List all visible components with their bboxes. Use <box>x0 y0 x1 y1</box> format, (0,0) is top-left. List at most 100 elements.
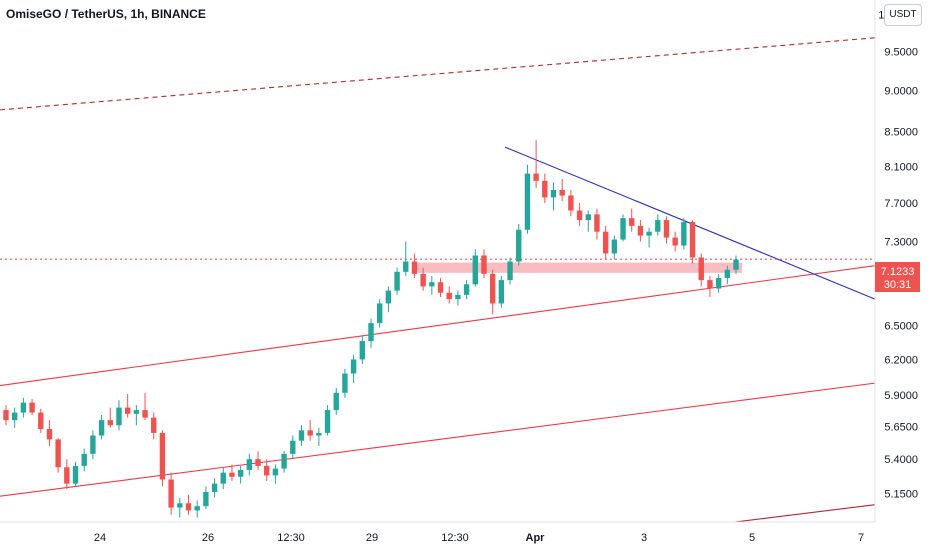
candle-body-down <box>602 231 609 254</box>
candle-body-up <box>272 468 279 476</box>
candle-body-up <box>681 222 687 246</box>
candle-body-up <box>203 492 209 507</box>
support-zone-rect <box>413 262 742 273</box>
candle-body-up <box>324 410 331 433</box>
candle-body-down <box>446 292 452 300</box>
candle-body-up <box>455 294 461 300</box>
candle-body-down <box>559 189 565 196</box>
candle-body-down <box>437 282 444 293</box>
candle-body-up <box>498 280 505 304</box>
candle-body-down <box>142 410 148 418</box>
candle-body-down <box>689 222 696 258</box>
plot-area[interactable] <box>0 0 875 522</box>
channel-lower-line <box>0 382 876 497</box>
time-axis-tick-label: Apr <box>526 532 546 544</box>
current-price-value: 7.1233 <box>881 266 915 278</box>
candle-body-up <box>403 261 409 272</box>
candle-body-up <box>733 259 739 270</box>
candle-body-up <box>724 269 731 279</box>
candle-body-up <box>290 440 296 454</box>
price-axis-tick-label: 6.2000 <box>884 354 918 366</box>
candle-body-up <box>394 271 400 291</box>
candle-body-down <box>533 173 539 181</box>
candle-body-down <box>637 225 644 236</box>
candle-body-down <box>38 412 44 430</box>
support-zone-layer <box>413 262 742 273</box>
candle-body-down <box>672 237 678 246</box>
candle-body-up <box>11 412 18 421</box>
bottom-channel-line <box>734 504 876 523</box>
candle-body-up <box>20 402 27 413</box>
price-axis-tick-label: 9.5000 <box>884 46 918 58</box>
candle-body-up <box>507 261 513 281</box>
candle-body-down <box>420 273 426 287</box>
candle-body-down <box>489 273 496 304</box>
candle-body-up <box>516 229 522 262</box>
candle-body-down <box>568 195 574 211</box>
time-axis[interactable]: 24 26 12:30 29 12:30 Apr 3 5 7 <box>94 532 864 544</box>
candle-body-down <box>264 465 270 476</box>
candle-body-up <box>376 303 383 324</box>
candle-body-up <box>246 459 253 470</box>
candles-layer <box>3 140 739 518</box>
candle-body-up <box>655 220 661 232</box>
price-axis-tick-label: 5.1500 <box>884 488 918 500</box>
candle-body-up <box>177 503 183 508</box>
candle-body-up <box>281 453 287 469</box>
candle-body-down <box>307 430 313 436</box>
candle-body-down <box>481 255 487 274</box>
price-axis-tick-label: 6.5000 <box>884 320 918 332</box>
time-axis-tick-label: 7 <box>858 532 864 544</box>
candle-body-up <box>585 214 591 221</box>
candle-body-down <box>151 417 157 433</box>
price-axis-tick-label: 9.0000 <box>884 85 918 97</box>
chart-title: OmiseGO / TetherUS, 1h, BINANCE <box>6 7 206 21</box>
price-axis[interactable]: 10.00009.50009.00008.50008.10007.70007.3… <box>878 9 918 500</box>
price-axis-tick-label: 8.1000 <box>884 161 918 173</box>
candle-body-down <box>542 180 548 198</box>
candle-body-up <box>620 218 626 240</box>
time-axis-tick-label: 24 <box>94 532 106 544</box>
candle-body-up <box>429 282 435 287</box>
price-axis-tick-label: 5.4000 <box>884 454 918 466</box>
time-axis-tick-label: 12:30 <box>277 532 305 544</box>
candle-body-up <box>524 173 531 230</box>
candle-body-up <box>72 465 79 484</box>
candle-body-up <box>298 430 305 441</box>
candle-body-up <box>316 432 322 436</box>
time-axis-tick-label: 12:30 <box>441 532 469 544</box>
price-tag-box <box>875 262 920 292</box>
candle-countdown: 30:31 <box>884 279 912 291</box>
candle-body-up <box>385 290 392 304</box>
candle-body-up <box>81 453 87 466</box>
time-axis-tick-label: 26 <box>202 532 214 544</box>
candle-body-down <box>64 467 70 484</box>
price-axis-tick-label: 5.9000 <box>884 390 918 402</box>
candle-body-up <box>116 407 122 426</box>
time-axis-tick-label: 3 <box>641 532 647 544</box>
candle-body-down <box>229 472 235 477</box>
currency-button[interactable]: USDT <box>884 4 922 26</box>
candle-body-down <box>629 218 635 226</box>
candle-body-down <box>124 407 131 414</box>
candle-body-up <box>472 255 478 285</box>
price-axis-tick-label: 7.3000 <box>884 237 918 249</box>
channel-upper-dashed-line <box>0 37 876 111</box>
candle-body-up <box>646 231 652 236</box>
candle-body-up <box>220 472 226 484</box>
candle-body-up <box>368 323 374 342</box>
candle-body-up <box>359 341 366 360</box>
candle-body-up <box>98 420 105 436</box>
candle-body-down <box>159 432 166 480</box>
candle-body-up <box>611 239 618 254</box>
candle-body-down <box>698 257 704 281</box>
candle-body-down <box>185 503 192 511</box>
candle-body-down <box>255 459 261 466</box>
candle-body-up <box>211 483 218 493</box>
candle-body-up <box>715 278 722 289</box>
candle-body-down <box>663 220 670 238</box>
candle-body-down <box>411 261 418 274</box>
price-axis-tick-label: 7.7000 <box>884 198 918 210</box>
time-axis-tick-label: 5 <box>749 532 755 544</box>
